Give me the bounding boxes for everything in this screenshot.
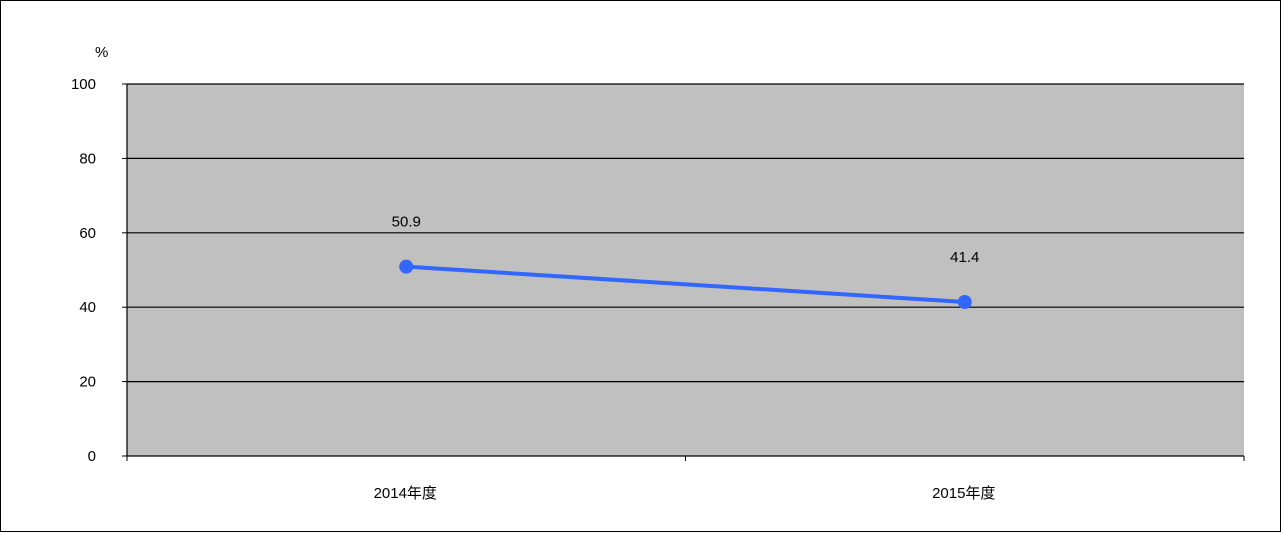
data-label: 41.4: [950, 249, 979, 266]
y-tick-label: 80: [79, 150, 96, 167]
y-tick-label: 0: [88, 448, 96, 465]
plot-area: [127, 84, 1244, 456]
series-layer: 50.9 41.4: [392, 214, 979, 309]
y-tick-label: 60: [79, 225, 96, 242]
gridlines: [127, 83, 1244, 383]
series-line: [406, 264, 965, 304]
y-axis-ticks: 0 20 40 60 80 100: [71, 76, 127, 465]
data-point: [957, 294, 972, 309]
x-category-label: 2014年度: [374, 485, 437, 502]
y-axis-unit: %: [95, 44, 108, 61]
data-point: [399, 259, 414, 274]
x-category-label: 2015年度: [932, 485, 995, 502]
y-tick-label: 20: [79, 374, 96, 391]
x-axis-labels: 2014年度 2015年度: [374, 485, 996, 502]
y-tick-label: 40: [79, 299, 96, 316]
axes: [126, 84, 1245, 461]
y-tick-label: 100: [71, 76, 96, 93]
data-label: 50.9: [392, 214, 421, 231]
